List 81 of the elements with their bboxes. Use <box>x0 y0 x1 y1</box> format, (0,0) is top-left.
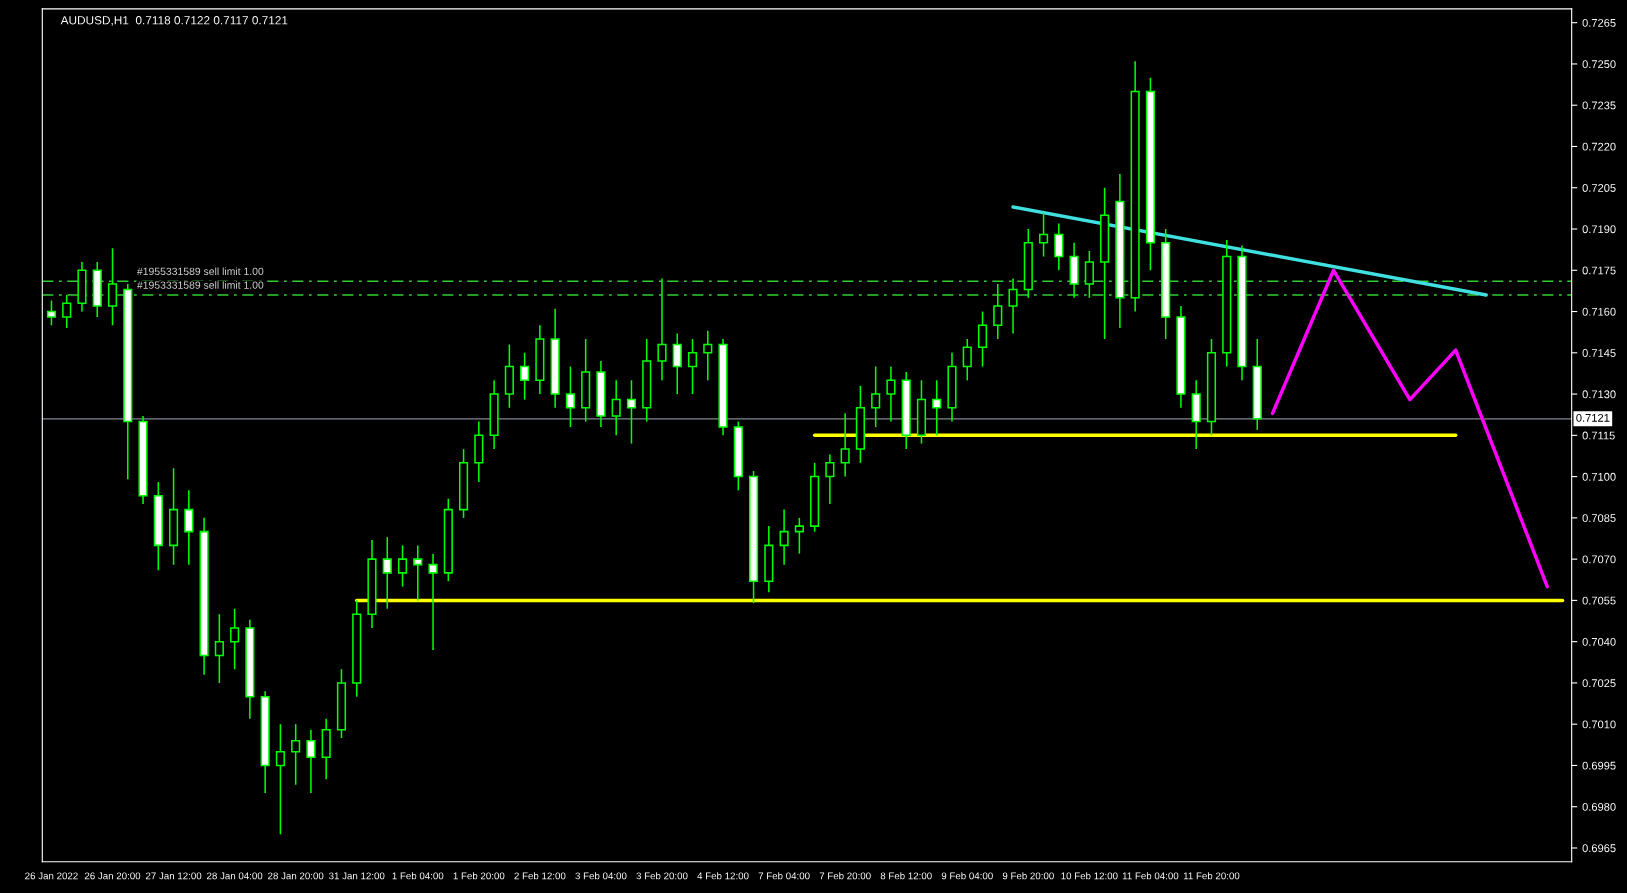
x-tick-label: 9 Feb 04:00 <box>941 872 993 880</box>
y-tick-label: 0.7115 <box>1582 431 1615 440</box>
line-series <box>1270 268 1549 589</box>
y-tick-label: 0.7160 <box>1582 307 1616 316</box>
x-tick-label: 10 Feb 12:00 <box>1061 872 1118 880</box>
x-tick-label: 8 Feb 12:00 <box>880 872 932 880</box>
x-tick-label: 11 Feb 04:00 <box>1122 872 1179 880</box>
x-tick-label: 26 Jan 2022 <box>25 872 78 880</box>
candlestick <box>428 552 438 651</box>
candlestick <box>382 536 392 610</box>
x-tick-label: 9 Feb 20:00 <box>1002 872 1054 880</box>
x-tick-label: 31 Jan 12:00 <box>328 872 385 880</box>
ref-line-label: #1953331589 sell limit 1.00 <box>136 281 264 289</box>
candlestick <box>672 332 682 395</box>
x-tick-label: 3 Feb 20:00 <box>636 872 688 880</box>
x-tick-label: 7 Feb 20:00 <box>819 872 871 880</box>
candlestick <box>520 352 530 401</box>
candlestick <box>1038 211 1049 258</box>
candlestick <box>687 338 698 395</box>
candlestick <box>932 379 942 437</box>
y-tick-label: 0.7040 <box>1582 637 1616 646</box>
candlestick <box>962 338 972 382</box>
x-tick-label: 1 Feb 04:00 <box>392 872 444 880</box>
candlestick <box>62 294 72 329</box>
candlestick <box>871 365 881 428</box>
candlestick <box>779 508 789 566</box>
candlestick <box>977 310 988 368</box>
y-tick-label: 0.6965 <box>1582 844 1616 853</box>
text: AUDUSD,H1 0.7118 0.7122 0.7117 0.7121 <box>60 16 288 26</box>
candlestick <box>413 544 423 602</box>
y-tick-label: 0.7175 <box>1582 266 1616 275</box>
x-tick-label: 1 Feb 20:00 <box>453 872 505 880</box>
x-tick-label: 4 Feb 12:00 <box>697 872 749 880</box>
candlestick <box>840 412 850 478</box>
y-tick-label: 0.7250 <box>1582 60 1616 69</box>
candlestick <box>565 365 575 428</box>
candlestick <box>1054 222 1064 272</box>
y-tick-label: 0.6980 <box>1582 802 1616 811</box>
candlestick <box>886 365 896 423</box>
y-tick-label: 0.7205 <box>1582 184 1616 192</box>
candlestick <box>1084 250 1094 299</box>
y-tick-label: 0.7025 <box>1582 679 1616 688</box>
candlestick <box>397 544 408 588</box>
candlestick <box>703 330 713 382</box>
candlestick <box>107 247 118 327</box>
y-tick-label: 0.7085 <box>1582 514 1616 522</box>
ref-line-label: #1955331589 sell limit 1.00 <box>136 267 264 276</box>
candlestick <box>626 379 637 445</box>
y-tick-label: 0.6995 <box>1582 761 1616 770</box>
ref-line-label: 0.7121 <box>1576 413 1610 422</box>
x-tick-label: 2 Feb 12:00 <box>514 872 566 880</box>
candlestick <box>275 723 285 835</box>
candlestick <box>230 607 240 670</box>
candlestick <box>46 299 57 327</box>
y-tick-label: 0.7145 <box>1582 349 1616 357</box>
candlestick <box>306 728 316 794</box>
y-tick-label: 0.7220 <box>1582 142 1616 151</box>
candlestick <box>993 283 1003 340</box>
x-tick-label: 7 Feb 04:00 <box>758 872 810 880</box>
x-tick-label: 11 Feb 20:00 <box>1183 872 1240 880</box>
candlestick <box>794 517 804 555</box>
candlestick <box>825 453 835 505</box>
y-tick-label: 0.7010 <box>1582 720 1616 729</box>
candlestick <box>214 613 224 684</box>
y-tick-label: 0.7190 <box>1582 225 1616 234</box>
x-tick-label: 28 Jan 04:00 <box>207 872 263 880</box>
y-tick-label: 0.7130 <box>1582 390 1616 399</box>
y-tick-label: 0.7055 <box>1582 596 1616 605</box>
x-tick-label: 26 Jan 20:00 <box>84 872 141 880</box>
y-tick-label: 0.7265 <box>1582 18 1616 27</box>
x-tick-label: 28 Jan 20:00 <box>268 872 324 880</box>
candlestick <box>611 379 621 437</box>
candlestick <box>184 489 194 566</box>
candlestick <box>1008 277 1018 335</box>
y-tick-label: 0.7100 <box>1582 472 1616 481</box>
y-tick-label: 0.7235 <box>1582 101 1616 110</box>
y-tick-label: 0.7070 <box>1582 555 1616 564</box>
x-tick-label: 27 Jan 12:00 <box>145 872 202 880</box>
candlestick <box>291 723 301 786</box>
candlestick <box>657 277 667 382</box>
x-tick-label: 3 Feb 04:00 <box>575 872 627 880</box>
